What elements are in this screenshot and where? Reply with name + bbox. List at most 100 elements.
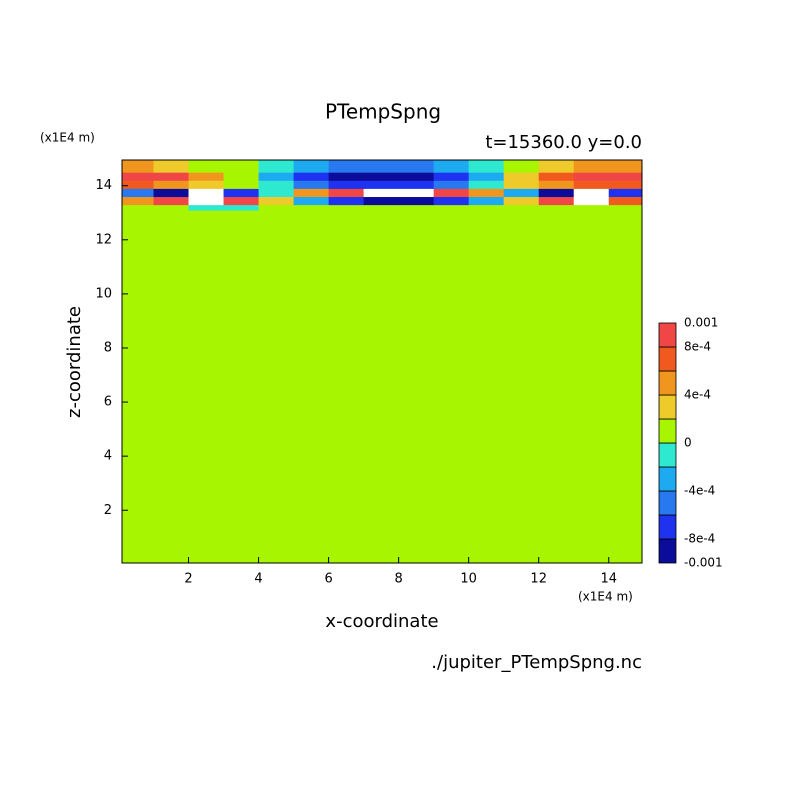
contour-cell bbox=[328, 196, 365, 206]
colorbar-segment bbox=[658, 394, 677, 420]
colorbar-segment bbox=[658, 322, 677, 348]
contour-cell bbox=[573, 204, 610, 211]
contour-cell bbox=[258, 172, 295, 181]
contour-cell bbox=[363, 204, 400, 211]
contour-cell bbox=[223, 204, 260, 211]
contour-cell bbox=[538, 172, 575, 181]
contour-cell bbox=[573, 210, 610, 564]
contour-cell bbox=[363, 180, 400, 189]
plot-frame bbox=[121, 159, 643, 564]
contour-cell bbox=[153, 210, 190, 564]
subtitle: t=15360.0 y=0.0 bbox=[485, 132, 642, 153]
contour-cell bbox=[293, 204, 330, 211]
colorbar-segment bbox=[658, 514, 677, 540]
contour-cell bbox=[153, 160, 190, 173]
contour-cell bbox=[293, 172, 330, 181]
colorbar-segment bbox=[658, 346, 677, 372]
contour-cell bbox=[468, 204, 505, 211]
x-tick-label: 6 bbox=[324, 572, 332, 587]
contour-cell bbox=[188, 180, 225, 189]
contour-cell bbox=[188, 172, 225, 181]
contour-cell bbox=[153, 188, 190, 198]
contour-cell bbox=[293, 188, 330, 198]
contour-cell bbox=[122, 160, 155, 173]
contour-cell bbox=[503, 210, 540, 564]
contour-cell bbox=[328, 188, 365, 198]
chart-title: PTempSpng bbox=[325, 100, 441, 124]
contour-cell bbox=[608, 188, 643, 198]
contour-cell bbox=[258, 160, 295, 173]
colorbar-segment bbox=[658, 466, 677, 492]
contour-cell bbox=[223, 196, 260, 206]
contour-cell bbox=[538, 180, 575, 189]
colorbar-segment bbox=[658, 370, 677, 396]
contour-cell bbox=[328, 160, 365, 173]
y-unit: (x1E4 m) bbox=[40, 131, 95, 145]
contour-cell bbox=[608, 196, 643, 206]
x-tick-label: 8 bbox=[394, 572, 402, 587]
contour-cell bbox=[328, 172, 365, 181]
contour-cell bbox=[122, 180, 155, 189]
contour-cell bbox=[573, 196, 610, 206]
contour-cell bbox=[433, 204, 470, 211]
contour-cell bbox=[468, 172, 505, 181]
contour-cell bbox=[188, 204, 225, 211]
contour-cell bbox=[258, 204, 295, 211]
contour-cell bbox=[223, 180, 260, 189]
contour-cell bbox=[503, 160, 540, 173]
contour-cell bbox=[328, 180, 365, 189]
colorbar-segment bbox=[658, 442, 677, 468]
contour-cell bbox=[608, 180, 643, 189]
contour-cell bbox=[363, 196, 400, 206]
contour-cell bbox=[363, 172, 400, 181]
contour-cell bbox=[433, 210, 470, 564]
colorbar-label: 0.001 bbox=[684, 316, 718, 330]
contour-cell bbox=[503, 188, 540, 198]
contour-cell bbox=[223, 172, 260, 181]
contour-cell bbox=[503, 180, 540, 189]
contour-cell bbox=[293, 160, 330, 173]
y-tick-label: 4 bbox=[104, 449, 112, 464]
contour-cell bbox=[503, 204, 540, 211]
contour-cell bbox=[122, 210, 155, 564]
colorbar-label: 8e-4 bbox=[684, 340, 711, 354]
contour-cell bbox=[122, 188, 155, 198]
contour-cell bbox=[503, 196, 540, 206]
contour-cell bbox=[538, 160, 575, 173]
y-tick-label: 10 bbox=[95, 286, 112, 301]
contour-cell bbox=[153, 204, 190, 211]
y-tick-label: 2 bbox=[104, 503, 112, 518]
colorbar-segment bbox=[658, 538, 677, 564]
contour-cell bbox=[433, 188, 470, 198]
contour-cell bbox=[328, 210, 365, 564]
contour-cell bbox=[538, 210, 575, 564]
contour-cell bbox=[398, 204, 435, 211]
contour-cell bbox=[503, 172, 540, 181]
contour-cell bbox=[122, 204, 155, 211]
contour-cell bbox=[468, 180, 505, 189]
contour-cell bbox=[538, 188, 575, 198]
contour-cell bbox=[223, 210, 260, 564]
contour-cell bbox=[398, 210, 435, 564]
contour-cell bbox=[258, 180, 295, 189]
contour-cell bbox=[608, 160, 643, 173]
source-file: ./jupiter_PTempSpng.nc bbox=[431, 652, 642, 673]
contour-cell bbox=[363, 210, 400, 564]
x-unit: (x1E4 m) bbox=[578, 590, 633, 604]
contour-cell bbox=[258, 188, 295, 198]
contour-cell bbox=[293, 180, 330, 189]
colorbar-label: -0.001 bbox=[684, 556, 723, 570]
x-tick-label: 10 bbox=[460, 572, 477, 587]
contour-cell bbox=[573, 172, 610, 181]
contour-cell bbox=[188, 196, 225, 206]
contour-cell bbox=[433, 180, 470, 189]
contour-cell bbox=[223, 188, 260, 198]
contour-cell bbox=[433, 160, 470, 173]
contour-cell bbox=[468, 160, 505, 173]
contour-cell bbox=[153, 196, 190, 206]
contour-cell bbox=[573, 160, 610, 173]
contour-cell bbox=[573, 188, 610, 198]
contour-cell bbox=[153, 172, 190, 181]
y-tick-label: 12 bbox=[95, 232, 112, 247]
